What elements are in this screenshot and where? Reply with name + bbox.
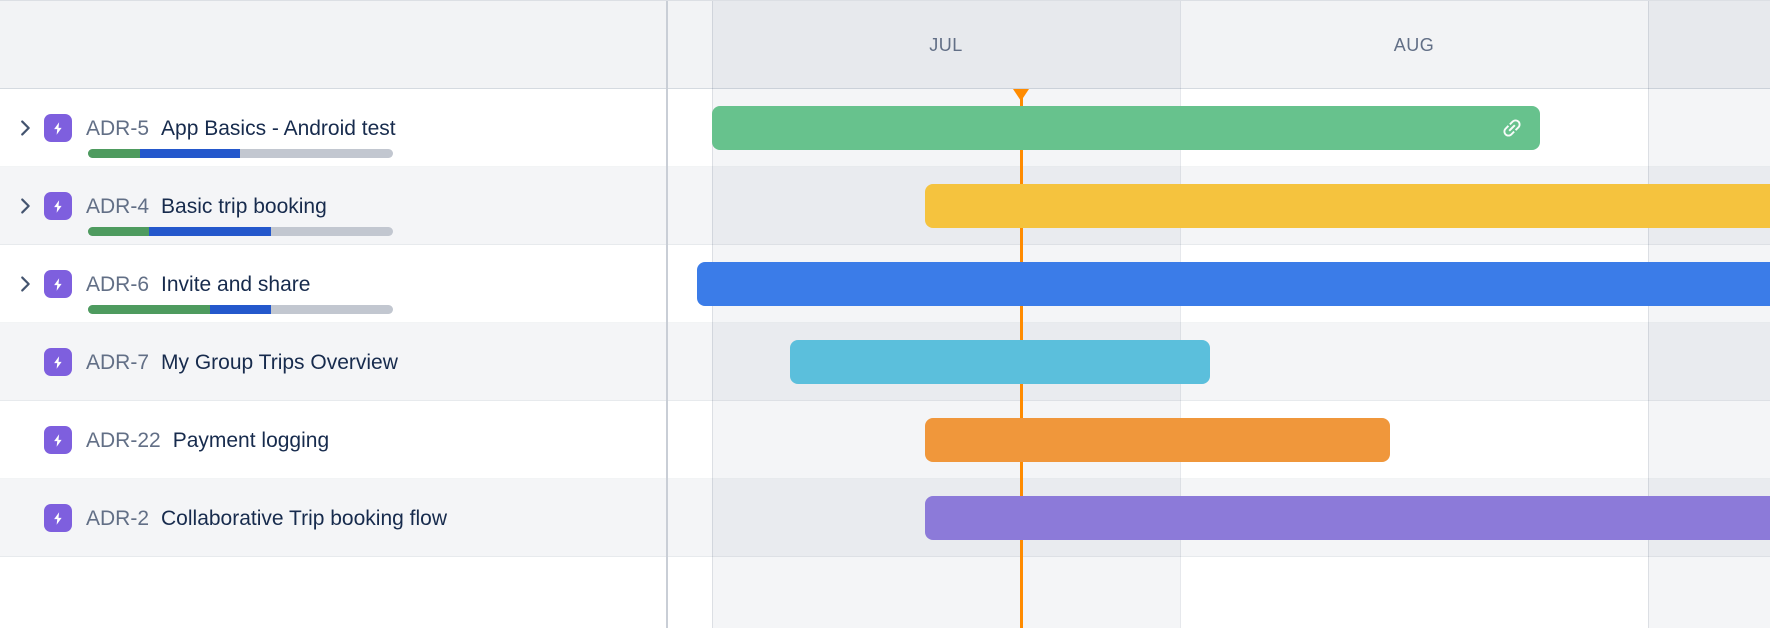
- month-header-jul: JUL: [929, 34, 963, 55]
- progress-bar: [88, 149, 393, 158]
- progress-done-segment: [88, 149, 140, 158]
- issue-key: ADR-6: [86, 273, 150, 296]
- issue-label: ADR-4 Basic trip booking: [86, 193, 327, 221]
- gantt-bar-adr-5[interactable]: [712, 106, 1540, 150]
- epic-icon: [44, 348, 72, 376]
- issue-title: Basic trip booking: [161, 195, 327, 218]
- issue-title: Invite and share: [161, 273, 311, 296]
- progress-bar: [88, 227, 393, 236]
- gantt-bar-adr-7[interactable]: [790, 340, 1210, 384]
- progress-inprogress-segment: [139, 149, 241, 158]
- issue-key: ADR-7: [86, 351, 150, 374]
- issue-title: Payment logging: [172, 429, 330, 452]
- progress-done-segment: [88, 227, 149, 236]
- progress-inprogress-segment: [210, 305, 271, 314]
- row-stripe: [0, 401, 1770, 479]
- issue-row-adr-6[interactable]: ADR-6 Invite and share: [0, 245, 668, 323]
- issue-row-adr-4[interactable]: ADR-4 Basic trip booking: [0, 167, 668, 245]
- issue-label: ADR-6 Invite and share: [86, 271, 310, 299]
- timeline-header-background: [0, 1, 1770, 89]
- issue-row-adr-5[interactable]: ADR-5 App Basics - Android test: [0, 89, 668, 167]
- issue-label: ADR-5 App Basics - Android test: [86, 115, 396, 143]
- progress-bar: [88, 305, 393, 314]
- epic-icon: [44, 192, 72, 220]
- epic-icon: [44, 426, 72, 454]
- gantt-bar-adr-4[interactable]: [925, 184, 1770, 228]
- progress-done-segment: [88, 305, 210, 314]
- issue-key: ADR-5: [86, 117, 150, 140]
- issue-label: ADR-7 My Group Trips Overview: [86, 349, 398, 377]
- gantt-bar-adr-22[interactable]: [925, 418, 1390, 462]
- chevron-right-icon[interactable]: [14, 117, 36, 139]
- issue-title: App Basics - Android test: [161, 117, 396, 140]
- chevron-right-icon[interactable]: [14, 273, 36, 295]
- issue-list-panel: ADR-5 App Basics - Android test ADR-4 Basi…: [0, 1, 668, 628]
- month-gridline: [1648, 1, 1649, 628]
- issue-row-adr-22[interactable]: ADR-22 Payment logging: [0, 401, 668, 479]
- month-gridline: [1180, 1, 1181, 628]
- epic-icon: [44, 504, 72, 532]
- epic-icon: [44, 114, 72, 142]
- issue-key: ADR-4: [86, 195, 150, 218]
- issue-row-adr-7[interactable]: ADR-7 My Group Trips Overview: [0, 323, 668, 401]
- issue-title: Collaborative Trip booking flow: [161, 507, 447, 530]
- epic-icon: [44, 270, 72, 298]
- today-marker-triangle: [1013, 89, 1029, 101]
- panel-divider[interactable]: [666, 1, 668, 628]
- issue-label: ADR-22 Payment logging: [86, 427, 329, 455]
- issue-label: ADR-2 Collaborative Trip booking flow: [86, 505, 447, 533]
- link-icon[interactable]: [1495, 111, 1529, 145]
- chevron-right-icon[interactable]: [14, 195, 36, 217]
- issue-title: My Group Trips Overview: [161, 351, 398, 374]
- month-header-aug: AUG: [1393, 34, 1435, 55]
- issue-row-adr-2[interactable]: ADR-2 Collaborative Trip booking flow: [0, 479, 668, 557]
- issue-key: ADR-22: [86, 429, 161, 452]
- progress-inprogress-segment: [149, 227, 271, 236]
- gantt-bar-adr-6[interactable]: [697, 262, 1770, 306]
- issue-key: ADR-2: [86, 507, 150, 530]
- gantt-chart-area: JUL AUG: [668, 1, 1770, 628]
- month-gridline: [712, 1, 713, 628]
- gantt-bar-adr-2[interactable]: [925, 496, 1770, 540]
